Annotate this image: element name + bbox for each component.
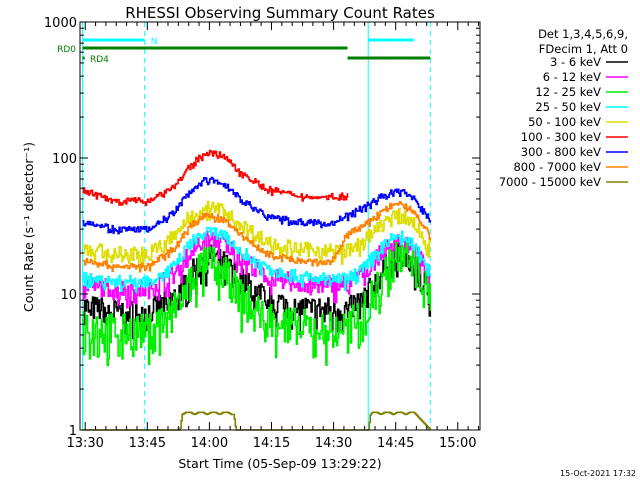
series-line-25-50-kev	[82, 226, 432, 293]
series-line-100-300-kev	[82, 149, 349, 206]
legend-entry-label: 300 - 800 keV	[521, 145, 601, 159]
flag-label-rd0: RD0	[57, 45, 76, 55]
x-axis-label: Start Time (05-Sep-09 13:29:22)	[178, 456, 381, 471]
legend-entry-label: 7000 - 15000 keV	[499, 175, 601, 189]
x-tick-label: 13:30	[66, 436, 103, 451]
legend-header-line: Det 1,3,4,5,6,9,	[538, 27, 628, 41]
legend-header-line: FDecim 1, Att 0	[539, 42, 628, 56]
timestamp-label: 15-Oct-2021 17:32	[560, 469, 636, 478]
y-axis-label: Count Rate (s⁻¹ detector⁻¹)	[21, 142, 36, 312]
x-tick-label: 14:30	[315, 436, 352, 451]
x-tick-label: 14:15	[253, 436, 290, 451]
legend-entry-label: 25 - 50 keV	[535, 100, 601, 114]
y-tick-label: 10	[60, 288, 77, 303]
x-tick-label: 13:45	[129, 436, 166, 451]
flags-layer: N RD0 RD4	[57, 37, 431, 65]
y-tick-label: 100	[52, 152, 77, 167]
plot-frame	[79, 21, 481, 431]
data-layer	[82, 22, 432, 431]
legend-entry-label: 50 - 100 keV	[528, 115, 601, 129]
legend-entry-label: 3 - 6 keV	[550, 55, 601, 69]
flag-label-n: N	[151, 37, 158, 47]
x-tick-label: 14:00	[191, 436, 228, 451]
legend-entry-label: 12 - 25 keV	[535, 85, 601, 99]
y-tick-label: 1000	[44, 16, 77, 31]
x-tick-label: 14:45	[377, 436, 414, 451]
x-tick-label: 15:00	[439, 436, 476, 451]
series-line-7000-15000-kev	[82, 411, 432, 431]
y-tick-label: 1	[69, 424, 77, 439]
legend-entry-label: 100 - 300 keV	[521, 130, 601, 144]
legend-entry-label: 800 - 7000 keV	[513, 160, 601, 174]
chart-title: RHESSI Observing Summary Count Rates	[125, 4, 435, 22]
axes-layer: 1 10 100 1000 13:30 13:45 14:00 14:15 14:30 14:45…	[44, 16, 481, 451]
legend-entry-label: 6 - 12 keV	[543, 70, 601, 84]
series-line-300-800-kev	[82, 176, 432, 235]
series-line-800-7000-kev	[82, 201, 432, 273]
series-line-50-100-kev	[82, 200, 432, 267]
series-line-12-25-kev	[82, 240, 432, 367]
flag-label-rd4: RD4	[90, 55, 109, 65]
legend: Det 1,3,4,5,6,9,FDecim 1, Att 03 - 6 keV…	[499, 27, 628, 189]
